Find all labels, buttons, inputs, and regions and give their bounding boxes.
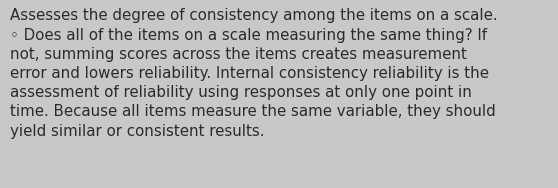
Text: Assesses the degree of consistency among the items on a scale.
◦ Does all of the: Assesses the degree of consistency among…	[10, 8, 498, 139]
